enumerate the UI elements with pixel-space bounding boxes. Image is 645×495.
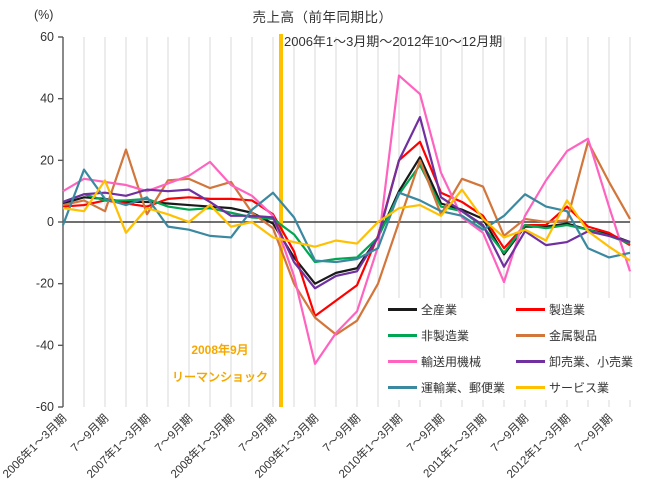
legend-label-non-manufacturing: 非製造業: [421, 329, 470, 343]
x-axis-tick-label: 2006年1～3月期: [0, 411, 69, 481]
legend-swatch-wholesale-retail: [516, 360, 545, 363]
legend-label-wholesale-retail: 卸売業、小売業: [549, 355, 634, 369]
series-line-transport-machinery: [62, 74, 632, 365]
x-axis-tick-label: 7～9月期: [152, 412, 195, 455]
legend-swatch-transport-postal: [388, 386, 417, 389]
y-axis-tick-label: -20: [36, 277, 54, 291]
legend-label-manufacturing: 製造業: [549, 303, 586, 317]
chart-legend: 全産業 製造業非製造業 金属製品輸送用機械 卸売業、小売業運輸業、郵便業 サービス業: [386, 298, 638, 400]
y-axis-tick-label: 0: [47, 215, 54, 229]
chart-title: 売上高（前年同期比）: [252, 10, 393, 25]
x-axis-tick-label: 7～9月期: [320, 412, 363, 455]
x-axis-tick-label: 7～9月期: [572, 412, 615, 455]
legend-item-wholesale-retail: 卸売業、小売業: [516, 353, 638, 370]
legend-item-non-manufacturing: 非製造業: [388, 327, 516, 344]
annotation-event: リーマンショック: [171, 370, 268, 384]
legend-swatch-non-manufacturing: [388, 334, 417, 337]
series-line-services: [62, 179, 631, 262]
legend-label-transport-postal: 運輸業、郵便業: [421, 381, 506, 395]
x-axis-tick-label: 7～9月期: [488, 412, 531, 455]
legend-item-metal-products: 金属製品: [516, 327, 638, 344]
legend-label-transport-machinery: 輸送用機械: [421, 355, 482, 369]
legend-label-all-industries: 全産業: [421, 303, 458, 317]
legend-swatch-transport-machinery: [388, 360, 417, 363]
y-axis-tick-label: 60: [40, 30, 54, 44]
legend-item-transport-machinery: 輸送用機械: [388, 353, 516, 370]
series-line-all-industries: [62, 156, 631, 285]
legend-item-all-industries: 全産業: [388, 301, 516, 318]
legend-swatch-manufacturing: [516, 308, 545, 311]
y-axis-tick-label: 40: [40, 92, 54, 106]
series-line-non-manufacturing: [62, 163, 631, 264]
annotation-date: 2008年9月: [191, 343, 249, 357]
legend-item-manufacturing: 製造業: [516, 301, 638, 318]
series-line-wholesale-retail: [62, 116, 631, 290]
lehman-shock-annotation: 2008年9月 リーマンショック: [150, 337, 290, 391]
series-line-metal-products: [62, 140, 631, 336]
legend-item-transport-postal: 運輸業、郵便業: [388, 379, 516, 396]
y-axis-tick-label: -60: [36, 400, 54, 414]
legend-swatch-services: [516, 386, 545, 389]
chart-subtitle: 2006年1～3月期～2012年10～12月期: [284, 34, 503, 49]
x-axis-tick-label: 7～9月期: [68, 412, 111, 455]
legend-label-services: サービス業: [549, 381, 610, 395]
x-axis-tick-label: 7～9月期: [236, 412, 279, 455]
legend-swatch-metal-products: [516, 334, 545, 337]
x-axis-tick-label: 7～9月期: [404, 412, 447, 455]
legend-swatch-all-industries: [388, 308, 417, 311]
y-axis-tick-label: 20: [40, 153, 54, 167]
legend-label-metal-products: 金属製品: [549, 329, 598, 343]
y-axis-tick-label: -40: [36, 338, 54, 352]
legend-item-services: サービス業: [516, 379, 638, 396]
y-axis-unit-label: (%): [34, 8, 54, 22]
